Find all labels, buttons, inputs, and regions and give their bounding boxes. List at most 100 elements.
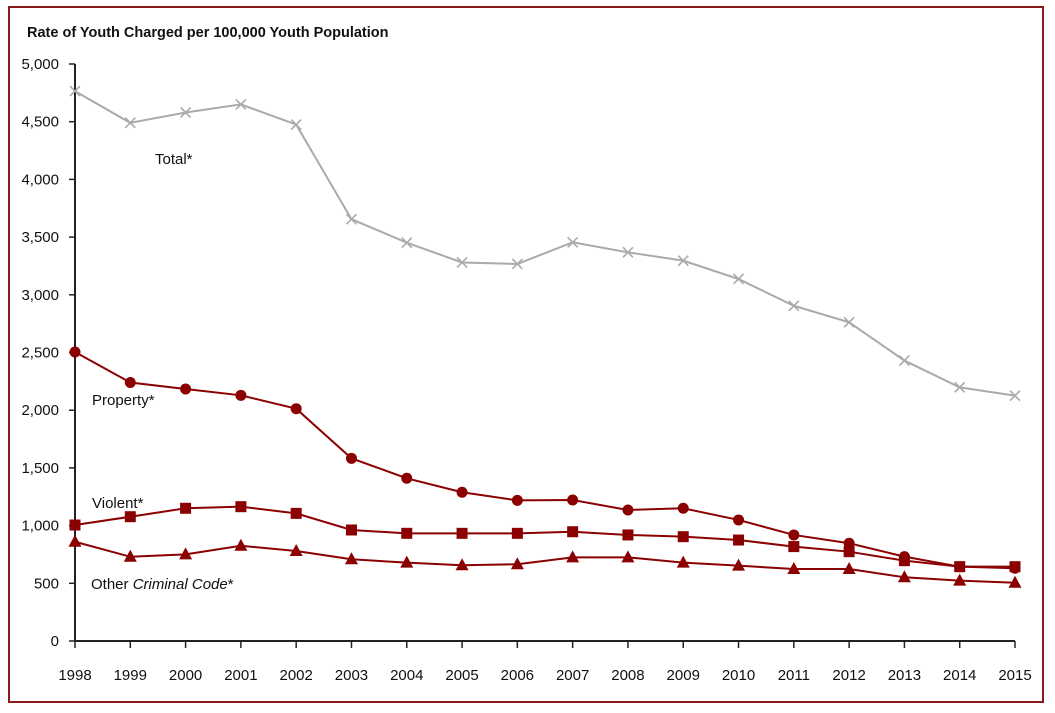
data-point-other-criminal-code	[234, 538, 248, 551]
x-tick-label: 2010	[722, 667, 755, 684]
data-point-violent	[788, 541, 800, 553]
chart-frame	[8, 6, 1044, 703]
x-tick-label: 2002	[279, 667, 312, 684]
data-point-other-criminal-code	[621, 550, 635, 563]
series-label-violent: Violent*	[92, 495, 144, 512]
data-point-other-criminal-code	[179, 547, 193, 560]
data-point-other-criminal-code	[897, 570, 911, 583]
data-point-other-criminal-code	[566, 550, 580, 563]
data-point-property	[733, 514, 745, 526]
x-tick-label: 2007	[556, 667, 589, 684]
data-point-other-criminal-code	[676, 555, 690, 568]
data-point-property	[567, 494, 579, 506]
x-tick-label: 2004	[390, 667, 423, 684]
data-point-other-criminal-code	[787, 561, 801, 574]
data-point-property	[677, 502, 689, 514]
data-point-violent	[235, 501, 247, 513]
x-tick-label: 2001	[224, 667, 257, 684]
data-point-total	[180, 106, 192, 119]
series-line-violent	[74, 505, 1015, 568]
series-label-property: Property*	[92, 392, 155, 409]
series-total	[69, 85, 1021, 402]
series-label-other-criminal-code: Other Criminal Code*	[91, 576, 234, 593]
y-tick-label: 500	[34, 575, 59, 592]
data-point-total	[1009, 390, 1021, 402]
data-point-violent	[345, 524, 357, 536]
data-point-violent	[69, 519, 81, 531]
data-point-property	[235, 389, 247, 401]
x-tick-label: 2012	[832, 667, 865, 684]
data-point-total	[235, 98, 247, 110]
data-point-total	[732, 273, 745, 285]
series-line-property	[74, 351, 1016, 570]
x-tick-label: 2005	[445, 667, 478, 684]
x-tick-label: 2015	[998, 667, 1031, 684]
series-other-criminal-code	[68, 534, 1022, 588]
x-tick-label: 1998	[58, 667, 91, 684]
data-point-property	[622, 504, 634, 516]
data-point-violent	[898, 555, 910, 567]
data-point-other-criminal-code	[1008, 575, 1022, 588]
data-point-total	[954, 381, 966, 393]
data-point-violent	[567, 526, 579, 538]
data-point-violent	[954, 561, 966, 573]
data-point-violent	[677, 531, 689, 543]
y-tick-label: 3,000	[21, 287, 59, 304]
data-point-other-criminal-code	[455, 558, 469, 571]
data-point-total	[567, 236, 579, 248]
x-tick-label: 2000	[169, 667, 202, 684]
data-point-other-criminal-code	[953, 573, 967, 586]
data-point-total	[898, 355, 910, 367]
data-point-property	[180, 383, 192, 395]
data-point-other-criminal-code	[842, 561, 856, 574]
data-point-property	[69, 346, 81, 358]
data-point-total	[622, 246, 634, 258]
data-point-total	[677, 255, 689, 267]
data-point-total	[401, 237, 413, 249]
x-tick-label: 2011	[778, 667, 810, 684]
data-point-total	[69, 85, 81, 97]
data-point-property	[511, 494, 523, 506]
series-property	[69, 346, 1021, 574]
series-label-total: Total*	[155, 151, 193, 168]
x-tick-label: 2014	[943, 667, 976, 684]
x-tick-label: 2009	[667, 667, 700, 684]
data-point-property	[401, 472, 413, 484]
data-point-violent	[290, 507, 302, 519]
series-lines	[68, 85, 1022, 588]
data-point-other-criminal-code	[123, 549, 137, 562]
data-point-violent	[124, 511, 136, 523]
data-point-total	[511, 258, 523, 270]
chart-title: Rate of Youth Charged per 100,000 Youth …	[27, 25, 388, 41]
y-tick-label: 4,500	[21, 114, 59, 131]
data-point-other-criminal-code	[68, 534, 82, 547]
data-point-total	[843, 316, 855, 328]
x-tick-label: 1999	[114, 667, 147, 684]
data-point-violent	[622, 529, 634, 541]
x-tick-label: 2013	[888, 667, 921, 684]
y-tick-label: 5,000	[21, 56, 59, 73]
y-tick-label: 3,500	[21, 229, 59, 246]
data-point-property	[345, 452, 357, 464]
data-point-violent	[456, 527, 468, 539]
y-tick-label: 4,000	[21, 171, 59, 188]
data-point-property	[290, 403, 302, 415]
data-point-violent	[1009, 561, 1021, 573]
data-point-other-criminal-code	[510, 557, 524, 570]
data-point-other-criminal-code	[344, 552, 358, 565]
axes: 0 500 1,000 1,500 2,000 2,500 3,000 3,500 4,000 4…	[21, 56, 1031, 684]
data-point-violent	[401, 527, 413, 539]
data-point-violent	[843, 546, 855, 558]
x-tick-label: 2008	[611, 667, 644, 684]
data-point-property	[124, 377, 136, 389]
y-tick-label: 1,000	[21, 518, 59, 535]
y-tick-label: 1,500	[21, 460, 59, 477]
x-tick-label: 2006	[501, 667, 534, 684]
data-point-other-criminal-code	[400, 555, 414, 568]
data-point-property	[843, 537, 855, 549]
data-point-total	[345, 213, 358, 225]
data-point-property	[788, 529, 800, 541]
series-line-other-criminal-code	[74, 540, 1016, 584]
y-tick-label: 2,500	[21, 345, 59, 362]
